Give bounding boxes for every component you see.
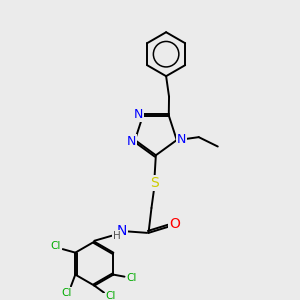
Text: N: N	[117, 224, 127, 238]
Text: S: S	[150, 176, 159, 190]
Text: Cl: Cl	[61, 288, 72, 298]
Text: O: O	[169, 217, 180, 231]
Text: N: N	[176, 133, 186, 146]
Text: N: N	[127, 135, 136, 148]
Text: H: H	[113, 231, 121, 241]
Text: Cl: Cl	[126, 273, 137, 284]
Text: N: N	[134, 108, 143, 121]
Text: Cl: Cl	[106, 291, 116, 300]
Text: Cl: Cl	[50, 242, 61, 251]
